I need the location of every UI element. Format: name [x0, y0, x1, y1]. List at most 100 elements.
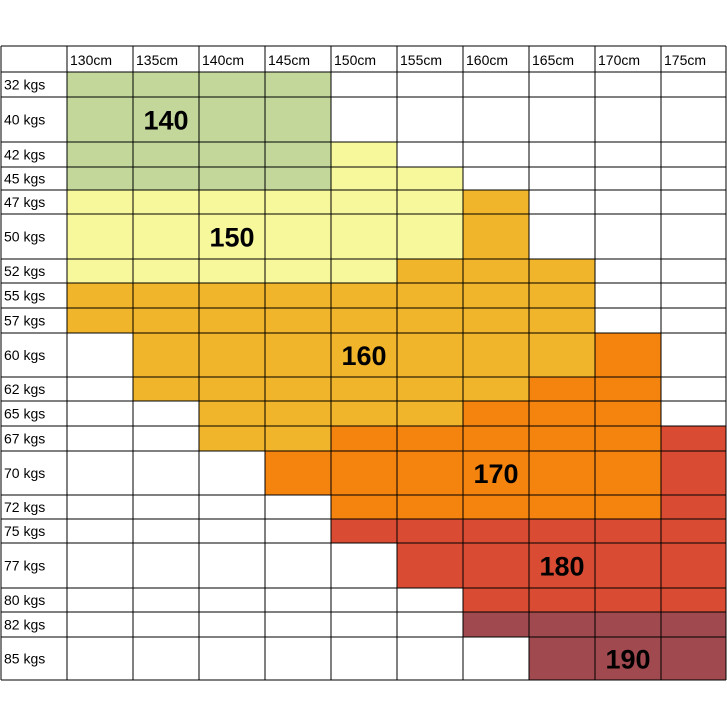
size-zone-cell: [265, 190, 331, 214]
size-zone-cell: [331, 519, 397, 543]
column-header-height: 140cm: [202, 52, 244, 68]
row-header-weight: 72 kgs: [4, 499, 45, 515]
row-header-weight: 80 kgs: [4, 592, 45, 608]
size-zone-cell: [265, 333, 331, 377]
size-zone-cell: [331, 401, 397, 426]
row-header-weight: 42 kgs: [4, 147, 45, 163]
size-zone-cell: [331, 308, 397, 333]
size-zone-cell: [595, 637, 661, 680]
size-zone-cell: [67, 214, 133, 259]
size-zone-cell: [265, 214, 331, 259]
size-zone-cell: [529, 637, 595, 680]
column-header-height: 130cm: [70, 52, 112, 68]
size-zone-cell: [67, 283, 133, 308]
size-zone-cell: [331, 377, 397, 401]
size-zone-cell: [199, 142, 265, 167]
size-zone-cell: [265, 167, 331, 190]
size-zone-cell: [463, 401, 529, 426]
size-zone-cell: [199, 190, 265, 214]
size-zone-cell: [397, 426, 463, 451]
size-zone-cell: [463, 519, 529, 543]
size-zone-cell: [463, 495, 529, 519]
size-zone-cell: [67, 259, 133, 283]
size-zone-cell: [397, 519, 463, 543]
size-zone-cell: [463, 426, 529, 451]
size-zone-cell: [199, 283, 265, 308]
row-header-weight: 50 kgs: [4, 229, 45, 245]
size-zone-cell: [463, 333, 529, 377]
size-zone-cell: [397, 190, 463, 214]
size-zone-cell: [529, 401, 595, 426]
size-zone-cell: [199, 377, 265, 401]
size-zone-cell: [463, 543, 529, 588]
size-zone-cell: [331, 333, 397, 377]
size-zone-cell: [595, 333, 661, 377]
size-zone-cell: [265, 401, 331, 426]
size-zone-cell: [463, 283, 529, 308]
size-zone-cell: [595, 426, 661, 451]
size-zone-cell: [529, 259, 595, 283]
size-zone-cell: [265, 259, 331, 283]
size-zone-cell: [265, 308, 331, 333]
row-header-weight: 45 kgs: [4, 171, 45, 187]
size-zone-cell: [265, 377, 331, 401]
size-zone-cell: [397, 543, 463, 588]
size-zone-cell: [199, 214, 265, 259]
row-header-weight: 32 kgs: [4, 77, 45, 93]
row-header-weight: 55 kgs: [4, 288, 45, 304]
size-zone-cell: [67, 142, 133, 167]
size-label: 140: [143, 106, 188, 136]
size-zone-cell: [529, 543, 595, 588]
column-header-height: 170cm: [598, 52, 640, 68]
size-zone-cell: [529, 612, 595, 637]
size-zone-cell: [529, 377, 595, 401]
row-header-weight: 60 kgs: [4, 347, 45, 363]
size-zone-cell: [595, 401, 661, 426]
size-zone-cell: [661, 519, 726, 543]
size-zone-cell: [199, 259, 265, 283]
size-zone-cell: [661, 543, 726, 588]
size-zone-cell: [397, 401, 463, 426]
size-zone-cell: [331, 259, 397, 283]
row-header-weight: 67 kgs: [4, 431, 45, 447]
size-zone-cell: [331, 214, 397, 259]
size-zone-cell: [199, 401, 265, 426]
size-zone-cell: [331, 142, 397, 167]
size-zone-cell: [67, 97, 133, 142]
size-zone-cell: [595, 451, 661, 495]
column-header-height: 145cm: [268, 52, 310, 68]
size-zone-cell: [463, 214, 529, 259]
row-header-weight: 52 kgs: [4, 263, 45, 279]
size-zone-cell: [397, 214, 463, 259]
size-zone-cell: [661, 451, 726, 495]
size-zone-cell: [529, 519, 595, 543]
column-header-height: 160cm: [466, 52, 508, 68]
size-zone-cell: [661, 612, 726, 637]
size-zone-cell: [133, 377, 199, 401]
size-zone-cell: [133, 97, 199, 142]
size-zone-cell: [529, 333, 595, 377]
size-zone-cell: [529, 426, 595, 451]
size-zone-cell: [397, 283, 463, 308]
size-zone-cell: [463, 377, 529, 401]
size-zone-cell: [265, 97, 331, 142]
column-header-height: 165cm: [532, 52, 574, 68]
size-zone-cell: [199, 308, 265, 333]
size-zone-cell: [397, 495, 463, 519]
size-zone-cell: [661, 426, 726, 451]
row-header-weight: 65 kgs: [4, 406, 45, 422]
size-zone-cell: [133, 72, 199, 97]
size-zone-cell: [529, 283, 595, 308]
size-zone-cell: [397, 451, 463, 495]
size-zone-cell: [133, 214, 199, 259]
size-zone-cell: [133, 190, 199, 214]
size-zone-cell: [529, 451, 595, 495]
row-header-weight: 77 kgs: [4, 558, 45, 574]
size-zone-cell: [67, 167, 133, 190]
row-header-weight: 47 kgs: [4, 194, 45, 210]
size-zone-cell: [199, 167, 265, 190]
size-zone-cell: [463, 612, 529, 637]
row-header-weight: 57 kgs: [4, 313, 45, 329]
size-zone-cell: [331, 283, 397, 308]
size-zone-cell: [265, 426, 331, 451]
